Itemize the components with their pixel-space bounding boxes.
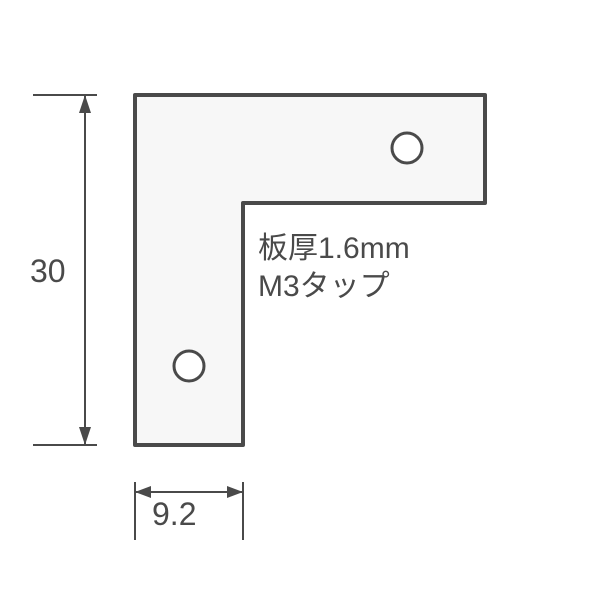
mounting-hole-2 (392, 133, 422, 163)
note-thickness: 板厚1.6mm (258, 232, 410, 265)
dim-v-label: 30 (30, 253, 66, 289)
diagram-svg: 30 9.2 板厚1.6mm M3タップ (0, 0, 600, 600)
dim-v-arrow-top (79, 95, 91, 113)
dim-h-arrow-right (227, 486, 243, 498)
dim-v-arrow-bot (79, 427, 91, 445)
note-tap: M3タップ (258, 270, 390, 303)
mounting-hole-1 (174, 351, 204, 381)
dim-h-label: 9.2 (152, 496, 196, 532)
drawing-canvas: 30 9.2 板厚1.6mm M3タップ (0, 0, 600, 600)
dim-h-arrow-left (135, 486, 151, 498)
